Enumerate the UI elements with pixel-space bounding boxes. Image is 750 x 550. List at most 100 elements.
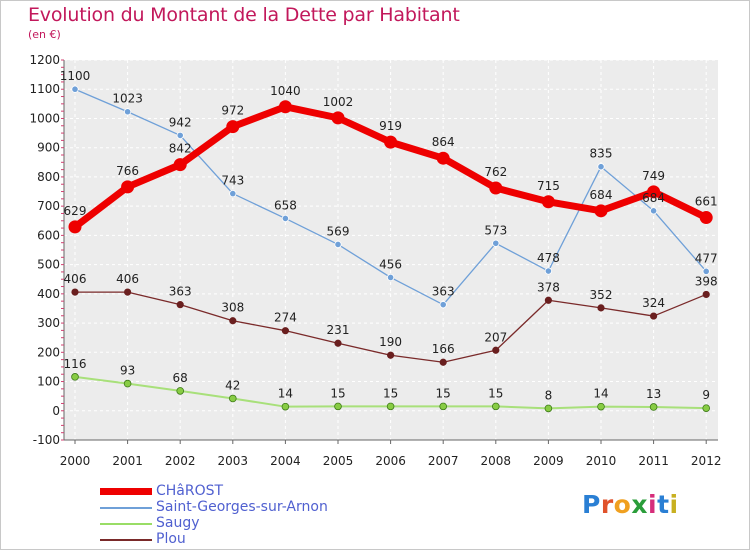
data-point-saint-georges — [649, 207, 658, 215]
y-tick-label: 1200 — [29, 53, 60, 67]
data-label-saint-georges: 1023 — [112, 92, 143, 106]
data-point-saugy — [491, 402, 500, 411]
chart-title: Evolution du Montant de la Dette par Hab… — [28, 4, 460, 26]
data-point-saugy — [544, 404, 553, 413]
data-label-charost: 715 — [537, 179, 560, 193]
data-label-saugy: 93 — [120, 364, 135, 378]
data-point-plou — [124, 288, 132, 296]
y-tick-label: 1000 — [29, 111, 60, 125]
data-point-charost — [594, 204, 608, 218]
proxiti-logo: Proxiti — [582, 490, 679, 519]
data-label-charost: 661 — [695, 195, 718, 209]
data-label-saint-georges: 658 — [274, 198, 297, 212]
x-tick-label: 2009 — [533, 454, 564, 468]
legend-swatch-saugy — [100, 523, 152, 525]
legend-label-charost: CHâROST — [156, 483, 224, 499]
data-point-plou — [649, 312, 658, 320]
data-point-plou — [281, 327, 289, 335]
y-tick-label: 1100 — [29, 82, 60, 96]
data-label-plou: 363 — [169, 285, 192, 299]
data-label-saint-georges: 743 — [221, 174, 244, 188]
data-label-plou: 274 — [274, 311, 297, 325]
data-point-plou — [492, 346, 500, 354]
y-tick-label: 700 — [37, 199, 60, 213]
x-tick-label: 2011 — [638, 454, 669, 468]
data-label-plou: 190 — [379, 335, 402, 349]
data-point-saugy — [702, 404, 710, 412]
data-point-saint-georges — [281, 214, 289, 223]
data-label-saugy: 68 — [173, 371, 188, 385]
y-tick-label: 300 — [37, 316, 60, 330]
data-point-plou — [334, 339, 342, 347]
data-label-saint-georges: 456 — [379, 257, 402, 271]
data-label-plou: 398 — [695, 274, 718, 288]
data-label-charost: 684 — [590, 188, 613, 202]
data-point-saint-georges — [597, 163, 605, 171]
data-label-saint-georges: 478 — [537, 251, 560, 265]
data-point-charost — [173, 158, 187, 172]
data-label-plou: 231 — [327, 323, 350, 337]
logo-letter: i — [669, 490, 679, 519]
data-label-saint-georges: 477 — [695, 251, 718, 265]
data-point-charost — [647, 185, 661, 199]
y-tick-label: 100 — [37, 375, 60, 389]
y-tick-label: 200 — [37, 345, 60, 359]
y-tick-label: 800 — [37, 170, 60, 184]
data-label-saugy: 15 — [436, 386, 451, 400]
y-tick-label: 900 — [37, 141, 60, 155]
data-point-saugy — [439, 402, 448, 411]
logo-letter: r — [600, 490, 614, 519]
data-label-charost: 842 — [169, 142, 192, 156]
data-point-charost — [489, 181, 503, 195]
data-label-saugy: 15 — [488, 386, 503, 400]
data-point-plou — [386, 351, 395, 359]
data-label-saugy: 42 — [225, 378, 240, 392]
x-tick-label: 2004 — [270, 454, 301, 468]
data-point-saint-georges — [176, 131, 184, 140]
data-point-saint-georges — [492, 239, 500, 247]
y-tick-label: -100 — [33, 433, 60, 447]
data-point-charost — [331, 111, 345, 125]
data-point-plou — [229, 317, 237, 325]
x-tick-label: 2008 — [481, 454, 512, 468]
data-point-saugy — [123, 379, 132, 388]
data-point-charost — [68, 220, 82, 234]
y-tick-label: 600 — [37, 228, 60, 242]
x-tick-label: 2005 — [323, 454, 354, 468]
data-point-plou — [71, 288, 79, 296]
x-tick-label: 2010 — [586, 454, 617, 468]
data-label-saugy: 14 — [278, 387, 293, 401]
data-label-charost: 1002 — [323, 95, 354, 109]
data-point-saugy — [597, 402, 605, 411]
data-label-plou: 207 — [484, 330, 507, 344]
data-label-saugy: 9 — [702, 388, 710, 402]
data-label-plou: 406 — [64, 272, 87, 286]
data-label-saint-georges: 835 — [590, 147, 613, 161]
data-point-saint-georges — [386, 273, 395, 282]
data-point-saint-georges — [334, 240, 342, 249]
legend-swatch-saint-georges — [100, 507, 152, 509]
data-point-charost — [436, 151, 450, 165]
legend-swatch-plou — [100, 539, 152, 541]
data-point-charost — [699, 211, 713, 225]
data-point-charost — [121, 180, 135, 194]
data-point-saint-georges — [702, 267, 710, 275]
data-label-saint-georges: 573 — [484, 223, 507, 237]
data-label-saugy: 15 — [383, 386, 398, 400]
data-label-saugy: 116 — [64, 357, 87, 371]
x-tick-label: 2012 — [691, 454, 722, 468]
data-label-plou: 324 — [642, 296, 665, 310]
chart-unit-label: (en €) — [28, 28, 61, 41]
data-label-plou: 308 — [221, 301, 244, 315]
data-point-saint-georges — [544, 267, 553, 275]
data-label-saint-georges: 1100 — [60, 69, 91, 83]
data-point-saugy — [229, 394, 237, 403]
data-point-plou — [702, 290, 710, 299]
data-point-charost — [541, 195, 555, 209]
data-point-saint-georges — [124, 108, 132, 116]
x-tick-label: 2002 — [165, 454, 196, 468]
data-label-saint-georges: 363 — [432, 285, 455, 299]
data-label-saint-georges: 942 — [169, 115, 192, 129]
x-tick-label: 2001 — [112, 454, 143, 468]
